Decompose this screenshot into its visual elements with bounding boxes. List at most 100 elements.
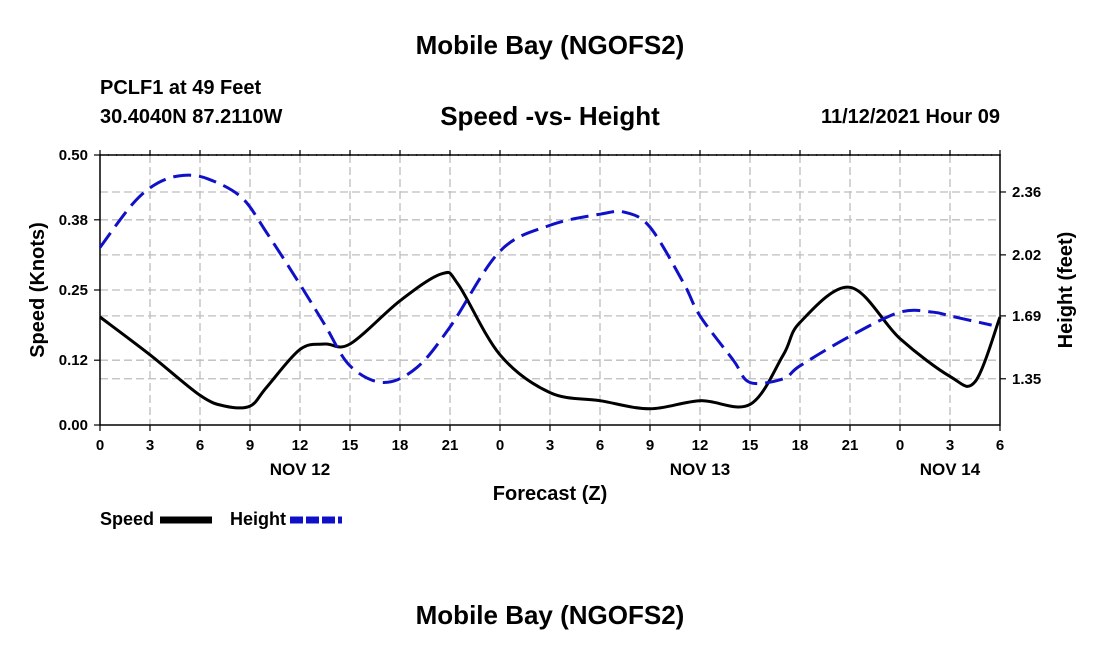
top-edge-dot (482, 154, 485, 156)
top-edge-dot (849, 154, 851, 156)
top-edge-dot (824, 154, 826, 156)
top-edge-dot (640, 154, 643, 156)
top-edge-dot (315, 154, 318, 156)
x-axis-label: Forecast (Z) (493, 483, 607, 505)
top-edge-dot (665, 154, 668, 156)
x-tick-label: 15 (342, 437, 359, 454)
top-edge-dot (549, 154, 551, 156)
top-edge-dot (632, 154, 635, 156)
top-edge-dot (999, 154, 1001, 156)
x-tick-label: 21 (842, 437, 859, 454)
top-edge-dot (949, 154, 951, 156)
x-tick-label: 15 (742, 437, 759, 454)
station-label: PCLF1 at 49 Feet (100, 77, 262, 99)
top-edge-dot (874, 154, 876, 156)
y-left-tick-label: 0.38 (59, 212, 88, 229)
y-left-tick-label: 0.12 (59, 352, 88, 369)
top-edge-dot (865, 154, 868, 156)
date-label: NOV 13 (670, 460, 730, 479)
top-edge-dot (957, 154, 960, 156)
top-edge-dot (324, 154, 326, 156)
x-tick-label: 18 (792, 437, 809, 454)
x-tick-label: 0 (896, 437, 904, 454)
top-edge-dot (990, 154, 993, 156)
legend-speed-label: Speed (100, 509, 154, 529)
chart-title: Mobile Bay (NGOFS2) (415, 30, 685, 60)
y-right-tick-label: 1.35 (1012, 371, 1041, 388)
top-edge-dot (832, 154, 835, 156)
top-edge-dot (982, 154, 985, 156)
x-tick-label: 18 (392, 437, 409, 454)
top-edge-dot (699, 154, 701, 156)
top-edge-dot (857, 154, 860, 156)
top-edge-dot (940, 154, 943, 156)
top-edge-dot (507, 154, 510, 156)
x-tick-label: 6 (996, 437, 1004, 454)
top-edge-dot (557, 154, 560, 156)
date-label: NOV 14 (920, 460, 981, 479)
top-edge-dot (515, 154, 518, 156)
y-axis-right-label: Height (feet) (1055, 232, 1077, 349)
top-edge-dot (715, 154, 718, 156)
top-edge-dot (415, 154, 418, 156)
top-edge-dot (440, 154, 443, 156)
top-edge-dot (765, 154, 768, 156)
forecast-datetime: 11/12/2021 Hour 09 (820, 106, 1000, 128)
series-lines (98, 173, 1002, 411)
y-left-tick-label: 0.25 (59, 282, 88, 299)
top-edge-dot (499, 154, 501, 156)
top-edge-dot (565, 154, 568, 156)
top-edge-dot (749, 154, 751, 156)
station-coordinates: 30.4040N 87.2110W (100, 106, 283, 128)
top-edge-dot (774, 154, 776, 156)
top-edge-dot (199, 154, 201, 156)
top-edge-dot (224, 154, 226, 156)
top-edge-dot (282, 154, 285, 156)
top-edge-dot (382, 154, 385, 156)
y-right-tick-label: 1.69 (1012, 308, 1041, 325)
top-edge-dot (682, 154, 685, 156)
top-edge-dot (615, 154, 618, 156)
top-edge-dot (107, 154, 110, 156)
top-edge-dot (540, 154, 543, 156)
x-tick-label: 3 (546, 437, 554, 454)
top-edge-dot (157, 154, 160, 156)
top-edge-dot (124, 154, 126, 156)
top-edge-dot (690, 154, 693, 156)
top-edge-dot (174, 154, 176, 156)
top-edge-dot (399, 154, 401, 156)
top-edge-dot (274, 154, 276, 156)
top-edge-dot (974, 154, 976, 156)
x-tick-label: 3 (146, 437, 154, 454)
top-edge-dot (165, 154, 168, 156)
top-edge-dot (657, 154, 660, 156)
top-edge-dot (890, 154, 893, 156)
top-edge-dot (257, 154, 260, 156)
repeated-chart-title: Mobile Bay (NGOFS2) (415, 600, 685, 630)
top-edge-dot (449, 154, 451, 156)
top-edge-dot (457, 154, 460, 156)
y-left-tick-label: 0.50 (59, 147, 88, 164)
top-edge-dot (407, 154, 410, 156)
y-right-tick-label: 2.02 (1012, 247, 1041, 264)
top-edge-dot (590, 154, 593, 156)
top-edge-dot (115, 154, 118, 156)
top-edge-dot (840, 154, 843, 156)
x-tick-label: 9 (246, 437, 254, 454)
top-edge-dot (357, 154, 360, 156)
x-tick-label: 0 (496, 437, 504, 454)
top-edge-dot (815, 154, 818, 156)
top-edge-dot (740, 154, 743, 156)
top-edge-dot (924, 154, 926, 156)
x-tick-label: 12 (292, 437, 309, 454)
legend: Speed Height (100, 509, 342, 529)
top-edge-dot (332, 154, 335, 156)
top-edge-dot (249, 154, 251, 156)
top-edge-dot (207, 154, 210, 156)
top-edge-dot (790, 154, 793, 156)
top-edge-dot (149, 154, 151, 156)
top-edge-dot (882, 154, 885, 156)
x-tick-label: 0 (96, 437, 104, 454)
top-edge-dot (307, 154, 310, 156)
